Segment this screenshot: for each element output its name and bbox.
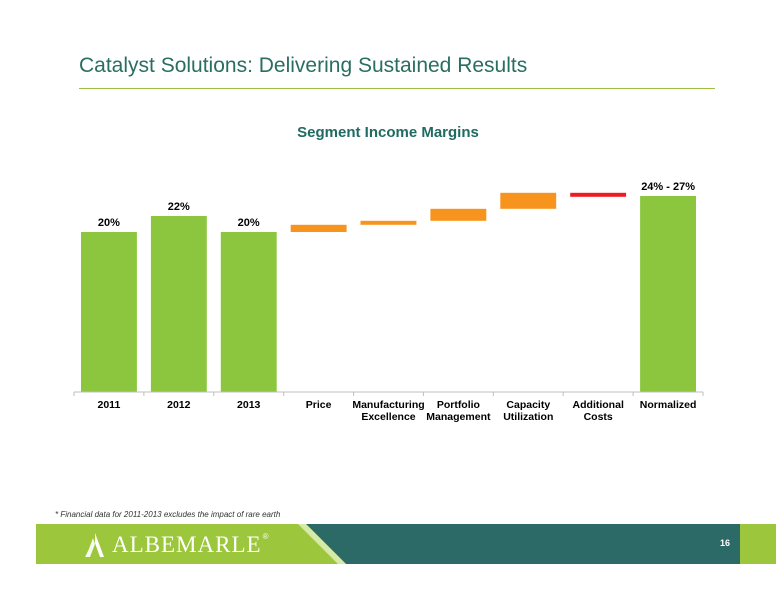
chart-title: Segment Income Margins [297,124,479,141]
bars-layer [81,192,696,392]
bar-7 [570,192,627,197]
category-label-line: Management [426,411,491,423]
category-label-5: Portfolio Management [426,399,491,423]
footnote: * Financial data for 2011-2013 excludes … [55,510,281,519]
category-label-line: Additional [573,399,624,411]
category-label-2: 2013 [237,399,261,411]
bar-2 [220,232,277,392]
category-label-8: Normalized [640,399,697,411]
category-label-7: Additional Costs [573,399,624,423]
category-labels: 2011 2012 2013 Price Manufacturing Excellence… [98,399,697,423]
page-number: 16 [719,538,730,548]
bar-8 [640,196,696,392]
logo-text: ALBEMARLE [112,532,262,557]
registered-mark: ® [262,532,269,541]
category-label-line: 2013 [237,399,261,411]
data-label-8: 24% - 27% [641,181,695,193]
category-label-line: Excellence [361,411,415,423]
category-label-line: Costs [584,411,613,423]
category-label-line: Portfolio [437,399,480,411]
albemarle-logo: ALBEMARLE ® [84,532,268,558]
data-label-0: 20% [98,217,120,229]
bar-0 [81,232,137,392]
x-axis-ticks [73,392,704,396]
category-label-line: Normalized [640,399,697,411]
category-label-6: Capacity Utilization [503,399,553,423]
category-label-line: Utilization [503,411,553,423]
data-label-1: 22% [168,201,190,213]
category-label-3: Price [306,399,332,411]
bar-3 [290,224,347,232]
bar-1 [150,216,207,392]
category-label-0: 2011 [98,399,121,411]
bar-4 [360,220,417,225]
category-label-line: Price [306,399,332,411]
category-label-1: 2012 [167,399,191,411]
title-divider [79,88,715,89]
footer-teal-band [306,524,740,564]
bar-5 [430,208,487,221]
waterfall-chart: 20% 22% 20% 24% - 27% 2011 2012 2013 Price Manu… [73,181,704,423]
category-label-line: 2012 [167,399,191,411]
category-label-line: 2011 [98,399,121,411]
category-label-line: Manufacturing [352,399,424,411]
data-labels: 20% 22% 20% 24% - 27% [98,181,695,229]
data-label-2: 20% [238,217,260,229]
bar-6 [500,192,557,209]
category-label-4: Manufacturing Excellence [352,399,424,423]
logo-leaf-icon [85,533,104,557]
category-label-line: Capacity [506,399,550,411]
slide-title: Catalyst Solutions: Delivering Sustained… [79,54,528,77]
